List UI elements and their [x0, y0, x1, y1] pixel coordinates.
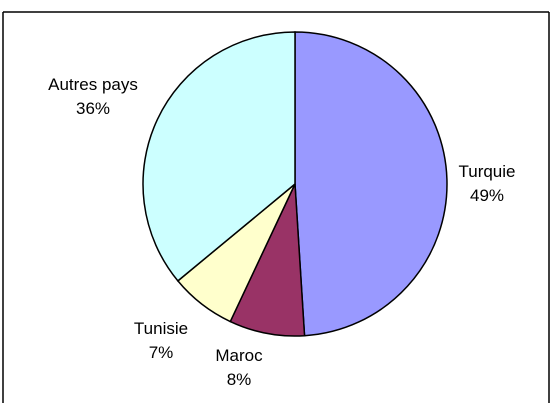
slice-label-tunisie: Tunisie: [134, 319, 188, 338]
slice-value-turquie: 49%: [470, 186, 504, 205]
slice-label-autres-pays: Autres pays: [48, 75, 138, 94]
pie-slice-turquie: [294, 31, 448, 337]
slice-value-maroc: 8%: [227, 370, 252, 389]
slice-label-turquie: Turquie: [458, 162, 515, 181]
slice-value-autres-pays: 36%: [76, 99, 110, 118]
slice-value-tunisie: 7%: [149, 343, 174, 362]
pie-slice-autres-pays: [142, 31, 296, 282]
slice-label-maroc: Maroc: [215, 346, 263, 365]
